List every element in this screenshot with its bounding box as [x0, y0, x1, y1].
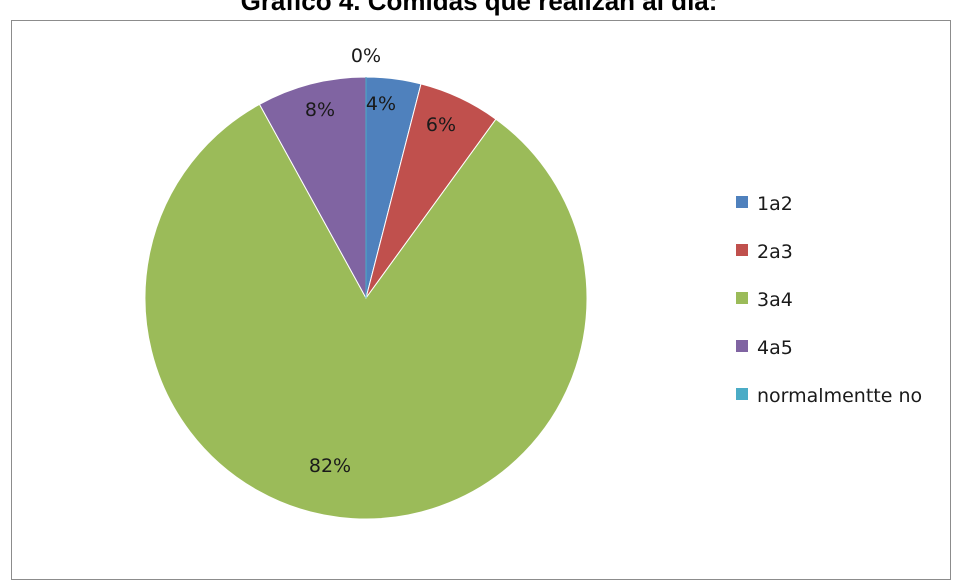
data-label-3a4: 82%	[309, 455, 351, 477]
legend-label-3a4: 3a4	[757, 289, 793, 311]
legend-swatch-4a5	[736, 340, 748, 352]
data-label-2a3: 6%	[426, 114, 456, 136]
pie-slice-3a4	[144, 103, 588, 520]
legend-swatch-1a2	[736, 196, 748, 208]
legend-label-1a2: 1a2	[757, 193, 793, 215]
chart-legend: 1a2 2a3 3a4 4a5 normalmentte no	[736, 193, 922, 407]
data-label-4a5: 8%	[305, 99, 335, 121]
data-label-normalmentte-no: 0%	[351, 45, 381, 67]
legend-swatch-3a4	[736, 292, 748, 304]
pie-slices	[144, 76, 588, 520]
chart-title: Grafico 4. Comidas que realizan al día:	[240, 0, 718, 16]
data-label-1a2: 4%	[366, 93, 396, 115]
legend-swatch-normalmentte-no	[736, 388, 748, 400]
legend-label-4a5: 4a5	[757, 337, 793, 359]
pie-data-labels: 4% 6% 82% 8% 0%	[305, 45, 456, 477]
pie-slice-4a5	[258, 76, 367, 299]
legend-label-normalmentte-no: normalmentte no	[757, 385, 922, 407]
legend-swatch-2a3	[736, 244, 748, 256]
legend-label-2a3: 2a3	[757, 241, 793, 263]
